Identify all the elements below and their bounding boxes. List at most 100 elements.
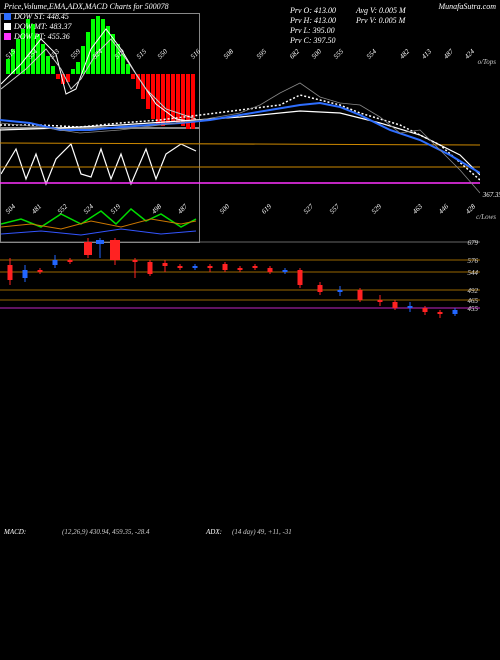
x-tick: 424 (463, 48, 476, 61)
watermark: MunafaSutra.com (438, 2, 496, 11)
candle-body (53, 260, 58, 265)
x-tick (354, 55, 360, 61)
x-tick (387, 55, 393, 61)
x-tick (244, 55, 250, 61)
candle-body (8, 265, 13, 280)
candle-body (68, 260, 73, 262)
candle-body (148, 262, 153, 274)
candle-body (23, 270, 28, 278)
legend-label: DOW ST: 448.45 (14, 12, 69, 21)
x-tick: 527 (302, 203, 315, 216)
legend-swatch (4, 13, 11, 20)
candle-body (253, 266, 258, 268)
macd-bar (126, 64, 130, 74)
x-tick (135, 210, 141, 216)
legend: DOW ST: 448.45DOW MT: 483.37DOW PT: 455.… (4, 12, 72, 42)
candle-body (453, 310, 458, 314)
upper-x-axis: 5155545535595245195155505165085956825005… (4, 55, 474, 63)
legend-label: DOW PT: 455.36 (14, 32, 70, 41)
x-tick: 500 (310, 48, 323, 61)
adx-tag: ADX: (206, 528, 222, 536)
legend-swatch (4, 33, 11, 40)
macd-bar (76, 62, 80, 74)
stat-row: Prv V: 0.005 M (356, 16, 406, 26)
stat-row: Prv O: 413.00 (290, 6, 336, 16)
legend-label: DOW MT: 483.37 (14, 22, 72, 31)
price-panel: 367.35 (0, 75, 500, 195)
candle-body (318, 285, 323, 292)
x-tick: 529 (370, 203, 383, 216)
x-tick: 463 (411, 203, 424, 216)
candle-body (38, 270, 43, 272)
candle-body (268, 268, 273, 272)
legend-item: DOW ST: 448.45 (4, 12, 72, 21)
x-tick: 487 (442, 48, 455, 61)
x-tick: 557 (328, 203, 341, 216)
upper-axis-tag: o/Tops (478, 58, 496, 66)
x-tick: 508 (222, 48, 235, 61)
price-end-label: 367.35 (483, 191, 500, 199)
candle-body (423, 308, 428, 312)
x-tick: 428 (464, 203, 477, 216)
candle-panel: 679576544492465455 (0, 230, 500, 340)
h-level-label: 544 (468, 269, 479, 277)
candle-body (193, 266, 198, 268)
chart-title: Price,Volume,EMA,ADX,MACD Charts for 500… (4, 2, 169, 11)
candle-body (438, 312, 443, 314)
x-tick (178, 55, 184, 61)
x-tick: 682 (288, 48, 301, 61)
x-tick: 446 (437, 203, 450, 216)
legend-item: DOW MT: 483.37 (4, 22, 72, 31)
candle-body (358, 290, 363, 300)
x-tick (203, 210, 209, 216)
lower-x-axis: 5044815525245194984875006195275575294634… (4, 210, 474, 218)
h-level-label: 492 (468, 287, 479, 295)
price-line (0, 83, 480, 193)
macd-bar (71, 69, 75, 74)
x-tick (396, 210, 402, 216)
x-tick (354, 210, 360, 216)
candle-body (338, 290, 343, 292)
adx-line (1, 219, 196, 229)
legend-swatch (4, 23, 11, 30)
candle-body (393, 302, 398, 308)
candle-body (223, 264, 228, 270)
stat-row: Prv C: 397.50 (290, 36, 336, 46)
x-tick: 413 (420, 48, 433, 61)
legend-item: DOW PT: 455.36 (4, 32, 72, 41)
lower-axis-tag: c/Lows (476, 213, 496, 221)
candle-body (163, 263, 168, 266)
macd-bar (96, 16, 100, 74)
candle-body (283, 270, 288, 272)
candle-body (133, 260, 138, 262)
x-tick (277, 55, 283, 61)
candle-body (110, 240, 120, 260)
x-tick: 500 (218, 203, 231, 216)
x-tick (286, 210, 292, 216)
macd-label: MACD: (4, 528, 26, 536)
title-bar: Price,Volume,EMA,ADX,MACD Charts for 500… (0, 0, 500, 13)
x-tick (211, 55, 217, 61)
candle-body (238, 268, 243, 270)
stats-block: Prv O: 413.00Prv H: 413.00Prv L: 395.00P… (290, 6, 406, 46)
candle-body (408, 306, 413, 308)
candle-body (178, 266, 183, 268)
x-tick: 482 (398, 48, 411, 61)
x-tick: 619 (260, 203, 273, 216)
candle-body (378, 300, 383, 302)
candle-body (96, 240, 104, 244)
adx-params: (14 day) 49, +11, -31 (232, 528, 292, 536)
x-tick: 555 (332, 48, 345, 61)
x-tick (244, 210, 250, 216)
candle-body (208, 266, 213, 268)
macd-params: (12,26,9) 430.94, 459.35, -28.4 (62, 528, 150, 536)
candle-body (298, 270, 303, 285)
h-level-label: 455 (468, 305, 479, 313)
price-line (0, 143, 480, 145)
h-level-label: 576 (468, 257, 479, 265)
h-level-label: 465 (468, 297, 479, 305)
x-tick: 554 (365, 48, 378, 61)
stat-row: Avg V: 0.005 M (356, 6, 406, 16)
candle-body (84, 242, 92, 255)
stat-row: Prv L: 395.00 (290, 26, 336, 36)
